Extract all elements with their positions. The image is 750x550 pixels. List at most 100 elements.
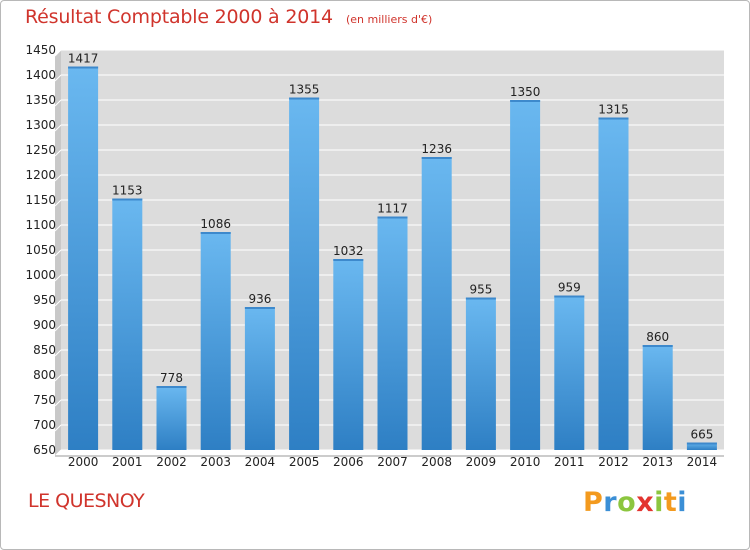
x-tick-label: 2006 <box>333 455 364 469</box>
x-tick-label: 2014 <box>687 455 718 469</box>
bar-cap <box>554 295 585 298</box>
gridline-side <box>54 449 62 457</box>
bar <box>510 100 541 450</box>
y-tick-label: 1150 <box>25 193 56 207</box>
x-tick-label: 2001 <box>112 455 143 469</box>
data-label: 860 <box>646 330 669 344</box>
bar-cap <box>510 100 541 102</box>
data-label: 1417 <box>68 52 99 66</box>
y-tick-label: 1300 <box>25 118 56 132</box>
x-tick-label: 2010 <box>510 455 541 469</box>
logo-letter: r <box>603 487 618 518</box>
gridline-side <box>54 124 62 132</box>
bar-cap <box>377 216 408 219</box>
data-label: 1117 <box>377 202 408 216</box>
bar-cap <box>68 66 99 69</box>
y-tick-label: 1200 <box>25 168 56 182</box>
gridline-side <box>54 174 62 182</box>
bar <box>686 442 717 450</box>
gridline-side <box>54 49 62 57</box>
x-tick-label: 2013 <box>642 455 673 469</box>
data-label: 955 <box>469 283 492 297</box>
data-label: 1032 <box>333 244 364 258</box>
y-tick-label: 800 <box>33 368 56 382</box>
y-tick-label: 750 <box>33 393 56 407</box>
data-label: 778 <box>160 371 183 385</box>
data-label: 1350 <box>510 85 541 99</box>
y-tick-label: 950 <box>33 293 56 307</box>
bar-cap <box>686 442 717 445</box>
bar <box>465 297 496 450</box>
bar-cap <box>642 345 673 347</box>
data-label: 1355 <box>289 83 320 97</box>
gridline-side <box>54 349 62 357</box>
gridline-side <box>54 249 62 257</box>
logo-letter: i <box>654 487 664 518</box>
gridline-side <box>54 274 62 282</box>
gridline-side <box>54 74 62 82</box>
y-tick-label: 700 <box>33 418 56 432</box>
data-label: 1153 <box>112 184 143 198</box>
bar-cap <box>244 307 275 309</box>
chart-subtitle: (en milliers d'€) <box>345 13 433 26</box>
y-tick-label: 650 <box>33 443 56 457</box>
chart-title: Résultat Comptable 2000 à 2014 <box>25 6 333 28</box>
x-tick-label: 2007 <box>377 455 408 469</box>
bar <box>598 117 629 450</box>
data-label: 959 <box>558 281 581 295</box>
x-tick-label: 2002 <box>156 455 187 469</box>
data-label: 1236 <box>421 142 452 156</box>
y-tick-label: 1400 <box>25 68 56 82</box>
y-tick-label: 1350 <box>25 93 56 107</box>
bar-cap <box>289 97 320 100</box>
bar <box>377 216 408 450</box>
gridline-side <box>54 99 62 107</box>
x-tick-label: 2009 <box>466 455 497 469</box>
logo-letter: i <box>677 487 688 518</box>
bar <box>68 66 99 450</box>
bar <box>333 259 364 450</box>
gridline-side <box>54 399 62 407</box>
bar <box>421 157 452 450</box>
bar <box>554 295 585 450</box>
bar-cap <box>156 386 187 388</box>
logo-letter: P <box>583 487 604 518</box>
bar-cap <box>112 198 143 201</box>
logo-letter: x <box>636 487 655 518</box>
x-tick-label: 2004 <box>245 455 276 469</box>
bar <box>244 307 275 450</box>
bar <box>289 97 320 450</box>
y-tick-label: 1450 <box>25 43 56 57</box>
gridline-side <box>54 149 62 157</box>
x-tick-label: 2005 <box>289 455 320 469</box>
bar <box>200 232 231 450</box>
data-label: 1086 <box>200 217 231 231</box>
y-tick-label: 1000 <box>25 268 56 282</box>
bar <box>642 345 673 450</box>
y-tick-label: 1050 <box>25 243 56 257</box>
x-tick-label: 2008 <box>421 455 452 469</box>
x-tick-label: 2012 <box>598 455 629 469</box>
x-tick-label: 2003 <box>200 455 231 469</box>
y-tick-label: 1100 <box>25 218 56 232</box>
gridline-side <box>54 299 62 307</box>
commune-name: LE QUESNOY <box>28 490 145 512</box>
data-label: 665 <box>690 428 713 442</box>
gridline-side <box>54 374 62 382</box>
data-label: 1315 <box>598 103 629 117</box>
bar <box>156 386 187 450</box>
proxiti-logo: Proxiti <box>583 487 687 518</box>
gridline-side <box>54 224 62 232</box>
bar <box>112 198 143 450</box>
y-tick-label: 850 <box>33 343 56 357</box>
bar-cap <box>333 259 364 261</box>
gridline-side <box>54 199 62 207</box>
bar-cap <box>598 117 629 120</box>
bar-cap <box>421 157 452 159</box>
gridline-side <box>54 324 62 332</box>
y-tick-label: 1250 <box>25 143 56 157</box>
bar-cap <box>200 232 231 234</box>
gridline-side <box>54 424 62 432</box>
x-tick-label: 2011 <box>554 455 585 469</box>
